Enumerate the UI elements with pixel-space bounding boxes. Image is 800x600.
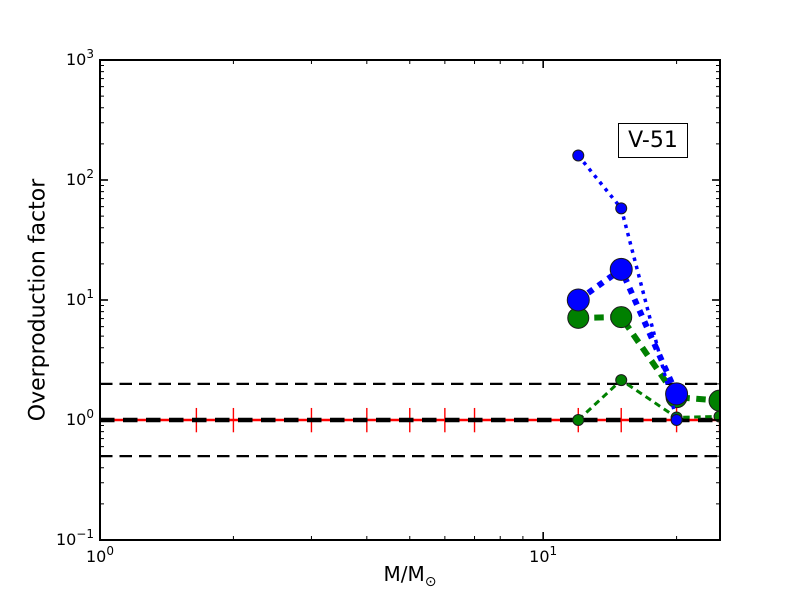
x-axis-label-text: M/M [383, 562, 425, 586]
series-marker-blue-small-markers [670, 414, 683, 426]
series-line-green-small-markers [577, 378, 720, 422]
y-tick-label: 100 [66, 407, 94, 429]
series-marker-blue-small-markers [615, 202, 628, 215]
y-tick-label: 102 [66, 167, 94, 189]
series-marker-blue-small-markers [572, 149, 585, 162]
y-axis-label: Overproduction factor [25, 178, 51, 422]
series-marker-blue-large-markers [665, 382, 689, 406]
x-tick-label: 100 [86, 544, 114, 566]
x-tick-label: 101 [529, 544, 558, 566]
series-marker-green-large-markers [610, 306, 633, 329]
y-tick-label: 101 [66, 287, 94, 309]
legend-box: V-51 [618, 123, 688, 158]
series-marker-green-small-markers [572, 414, 585, 426]
series-marker-blue-large-markers [566, 288, 590, 312]
legend-label: V-51 [628, 128, 678, 153]
x-axis-label: M/M⊙ [383, 562, 437, 590]
y-tick-label: 10−1 [55, 527, 94, 549]
series-line-green-large-markers [578, 314, 720, 404]
sun-symbol: ⊙ [424, 574, 437, 590]
data-layer [100, 149, 720, 458]
y-tick-label: 103 [66, 47, 94, 69]
series-marker-blue-large-markers [609, 257, 633, 281]
series-marker-green-small-markers [615, 374, 628, 387]
